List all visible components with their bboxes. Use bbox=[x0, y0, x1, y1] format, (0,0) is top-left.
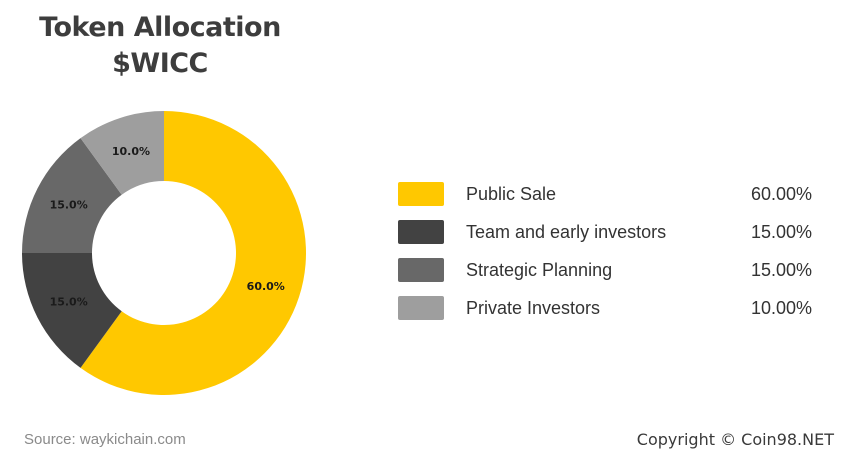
slice-label: 15.0% bbox=[50, 296, 88, 309]
slice-label: 15.0% bbox=[50, 198, 88, 211]
legend-label: Team and early investors bbox=[466, 222, 667, 242]
legend-item: Team and early investors 15.00% bbox=[398, 218, 818, 256]
slice-label: 10.0% bbox=[112, 145, 150, 158]
legend-value: 10.00% bbox=[750, 298, 812, 318]
legend-value: 15.00% bbox=[750, 222, 812, 242]
slice-public-sale bbox=[80, 111, 307, 395]
legend-value: 15.00% bbox=[750, 260, 812, 280]
chart-title: Token Allocation bbox=[39, 12, 281, 43]
slice-private-investors bbox=[80, 111, 164, 195]
legend-label: Strategic Planning bbox=[466, 260, 613, 280]
slice-strategic-planning bbox=[22, 138, 122, 253]
legend-swatch bbox=[398, 296, 444, 320]
legend-item: Private Investors 10.00% bbox=[398, 294, 818, 332]
source-note: Source: waykichain.com bbox=[24, 431, 186, 448]
legend-label: Public Sale bbox=[466, 184, 557, 204]
legend-value: 60.00% bbox=[750, 184, 812, 204]
donut-chart: 60.0% 15.0% 15.0% 10.0% bbox=[21, 111, 307, 395]
chart-subtitle: $WICC bbox=[112, 48, 208, 79]
legend-swatch bbox=[398, 220, 444, 244]
legend-swatch bbox=[398, 182, 444, 206]
slice-label: 60.0% bbox=[247, 280, 285, 293]
legend-label: Private Investors bbox=[466, 298, 601, 318]
legend-swatch bbox=[398, 258, 444, 282]
copyright-note: Copyright © Coin98.NET bbox=[636, 430, 834, 449]
legend: Public Sale 60.00% Team and early investor… bbox=[398, 180, 818, 332]
legend-item: Strategic Planning 15.00% bbox=[398, 256, 818, 294]
slice-team-and-early-investors bbox=[21, 253, 122, 368]
legend-item: Public Sale 60.00% bbox=[398, 180, 818, 218]
